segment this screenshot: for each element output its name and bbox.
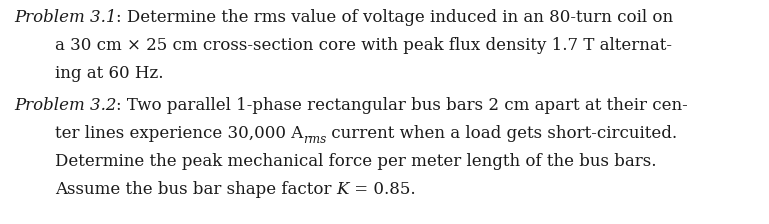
Text: ing at 60 Hz.: ing at 60 Hz. bbox=[55, 65, 164, 82]
Text: Problem 3.1: Problem 3.1 bbox=[14, 9, 116, 26]
Text: Determine the peak mechanical force per meter length of the bus bars.: Determine the peak mechanical force per … bbox=[55, 153, 657, 170]
Text: Assume the bus bar shape factor: Assume the bus bar shape factor bbox=[55, 181, 337, 198]
Text: K: K bbox=[337, 181, 349, 198]
Text: rms: rms bbox=[303, 133, 327, 146]
Text: = 0.85.: = 0.85. bbox=[349, 181, 416, 198]
Text: a 30 cm × 25 cm cross-section core with peak flux density 1.7 T alternat-: a 30 cm × 25 cm cross-section core with … bbox=[55, 37, 672, 54]
Text: : Two parallel 1-phase rectangular bus bars 2 cm apart at their cen-: : Two parallel 1-phase rectangular bus b… bbox=[116, 97, 688, 114]
Text: current when a load gets short-circuited.: current when a load gets short-circuited… bbox=[327, 125, 677, 142]
Text: : Determine the rms value of voltage induced in an 80-turn coil on: : Determine the rms value of voltage ind… bbox=[116, 9, 674, 26]
Text: ter lines experience 30,000 A: ter lines experience 30,000 A bbox=[55, 125, 303, 142]
Text: Problem 3.2: Problem 3.2 bbox=[14, 97, 116, 114]
